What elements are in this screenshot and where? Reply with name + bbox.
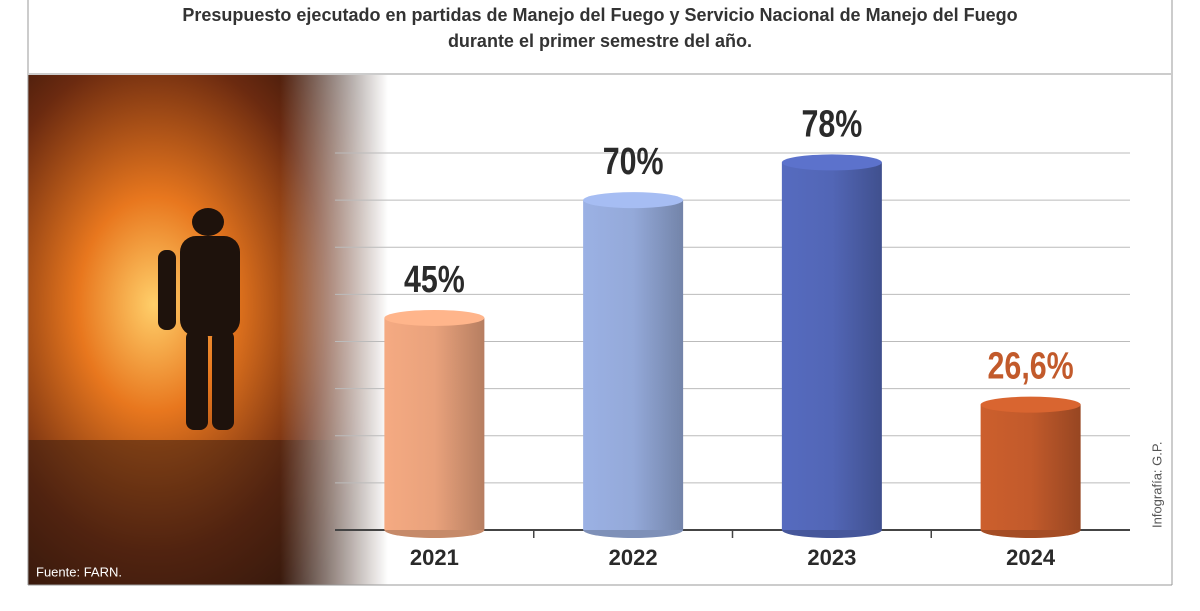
bar	[384, 317, 485, 530]
bar-top	[781, 154, 882, 171]
value-label: 70%	[603, 141, 664, 183]
bar-top	[583, 192, 684, 209]
bar-top	[384, 309, 485, 326]
x-tick-label: 2024	[1006, 545, 1056, 570]
bar-top	[980, 396, 1081, 413]
x-tick-label: 2022	[609, 545, 658, 570]
value-label: 45%	[404, 259, 465, 301]
credit: Infografía: G.P.	[1149, 442, 1164, 528]
bar	[980, 404, 1081, 530]
bar	[583, 200, 684, 530]
x-tick-label: 2023	[807, 545, 856, 570]
bar	[781, 162, 882, 531]
source: Fuente: FARN.	[36, 564, 122, 579]
chart-title: Presupuesto ejecutado en partidas de Man…	[182, 5, 1018, 51]
value-label: 26,6%	[988, 346, 1074, 388]
photo-fade	[28, 75, 388, 585]
x-tick-label: 2021	[410, 545, 459, 570]
value-label: 78%	[801, 103, 862, 145]
